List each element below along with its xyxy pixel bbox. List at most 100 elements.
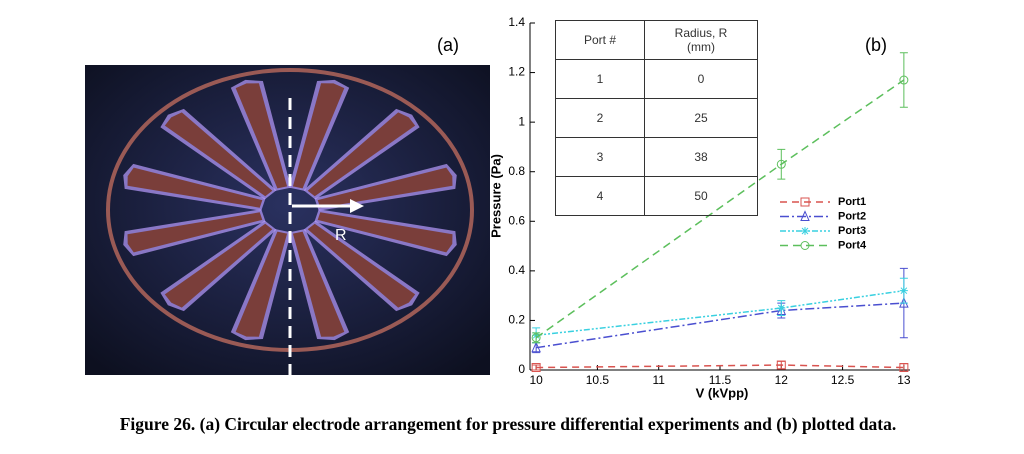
y-axis-label: Pressure (Pa) [488, 154, 503, 238]
x-tick-label: 13 [897, 373, 911, 387]
legend-label: Port1 [838, 196, 866, 208]
marker [776, 360, 786, 370]
y-tick-label: 1.2 [508, 65, 525, 79]
cell-text: Port # [583, 33, 616, 47]
spoke [123, 209, 266, 257]
x-tick-label: 12 [775, 373, 789, 387]
y-tick-label: 0 [518, 362, 525, 376]
table-cell: 38 [644, 137, 758, 177]
marker [531, 333, 541, 343]
spoke [314, 209, 457, 257]
spoke [123, 163, 266, 211]
spoke-glow [289, 229, 350, 341]
spoke-glow [303, 220, 420, 312]
spoke-body [307, 112, 416, 197]
table-cell: Radius, R (mm) [644, 20, 758, 60]
x-tick-label: 10.5 [586, 373, 610, 387]
caption: Figure 26. (a) Circular electrode arrang… [120, 414, 897, 434]
spoke [289, 229, 350, 341]
cell-text: 4 [596, 189, 604, 203]
legend-label: Port2 [838, 210, 866, 222]
legend-label: Port3 [838, 225, 866, 237]
spoke [303, 108, 420, 200]
legend-label: Port4 [838, 239, 867, 251]
spoke-body [127, 167, 263, 208]
photo-background [85, 65, 490, 375]
spoke [303, 220, 420, 312]
x-tick-label: 10 [529, 373, 543, 387]
x-axis-label: V (kVpp) [696, 385, 749, 400]
spoke-body [164, 112, 273, 197]
spoke [160, 220, 277, 312]
panel-label: (a) [437, 35, 459, 55]
table-cell: 1 [555, 59, 645, 99]
spoke-glow [160, 108, 277, 200]
spoke-body [317, 212, 453, 253]
arrow-label: R [335, 227, 347, 244]
spoke-body [292, 83, 345, 189]
arrow-head [350, 199, 364, 213]
y-tick-label: 0.4 [508, 263, 525, 277]
spoke-body [127, 212, 263, 253]
spoke-body [235, 231, 288, 337]
cell-text: Radius, R (mm) [674, 26, 728, 54]
error-bar [899, 52, 908, 108]
marker [800, 210, 810, 221]
spoke [230, 79, 291, 191]
table-cell: 25 [644, 98, 758, 138]
marker [801, 227, 809, 235]
port-table: Port # Radius, R (mm) 1 0 2 25 3 38 4 50 [555, 20, 758, 216]
marker [899, 286, 908, 295]
marker [776, 159, 786, 169]
cell-text: 3 [596, 150, 604, 164]
x-tick-label: 11 [652, 373, 665, 387]
marker [800, 241, 810, 250]
spoke-body [292, 231, 345, 337]
x-tick-label: 12.5 [831, 373, 855, 387]
cell-text: 25 [694, 111, 708, 125]
spoke-glow [230, 79, 291, 191]
spokes [123, 79, 457, 341]
marker [531, 363, 541, 373]
series-line [536, 289, 904, 337]
y-tick-label: 0.6 [508, 213, 525, 227]
table-cell: Port # [555, 20, 645, 60]
spoke-body [235, 83, 288, 189]
photo: R [85, 65, 490, 375]
error-bar [532, 364, 541, 371]
spoke [160, 108, 277, 200]
spoke-body [317, 167, 453, 208]
cell-text: 0 [697, 72, 705, 86]
error-bar [777, 148, 786, 180]
spoke-body [164, 223, 273, 308]
marker [899, 75, 909, 85]
table-cell: 50 [644, 176, 758, 216]
y-tick-label: 1 [518, 114, 525, 128]
marker [531, 341, 541, 353]
y-tick-label: 1.4 [508, 15, 525, 29]
panel-label: (b) [865, 35, 887, 55]
marker [800, 197, 810, 207]
table-cell: 2 [555, 98, 645, 138]
error-bar [532, 332, 541, 344]
table-cell: 4 [555, 176, 645, 216]
spoke [289, 79, 350, 191]
cell-text: 38 [694, 150, 708, 164]
spoke [230, 229, 291, 341]
y-tick-label: 0.8 [508, 164, 525, 178]
table-cell: 3 [555, 137, 645, 177]
marker [899, 363, 909, 373]
x-tick-label: 11.5 [709, 373, 732, 387]
cell-text: 1 [596, 72, 604, 86]
marker [777, 304, 786, 313]
table-cell: 0 [644, 59, 758, 99]
spoke-body [307, 223, 416, 308]
spoke-glow [160, 220, 277, 312]
cell-text: 2 [596, 111, 604, 125]
spoke-glow [303, 108, 420, 200]
y-tick-label: 0.2 [508, 313, 525, 327]
cell-text: 50 [694, 189, 708, 203]
series-line [536, 302, 904, 349]
